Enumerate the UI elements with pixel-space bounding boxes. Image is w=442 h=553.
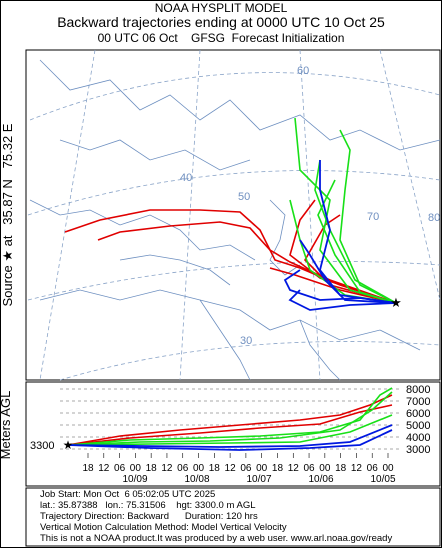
height-label: 6000 [406, 408, 430, 420]
hour-label: 06 [114, 463, 126, 474]
title-line: Backward trajectories ending at 0000 UTC… [57, 14, 385, 30]
height-label: 4000 [406, 432, 430, 444]
footer-line: lat.: 35.87388 lon.: 75.31506 hgt: 3300.… [40, 500, 256, 511]
date-label: 10/07 [246, 474, 271, 485]
grid-label: 80 [428, 212, 440, 224]
grid-label: 60 [297, 65, 309, 77]
profile-y-label: Meters AGL [0, 391, 13, 460]
date-label: 10/06 [308, 474, 333, 485]
trajectories [64, 117, 397, 311]
map-grid [27, 49, 441, 381]
hour-label: 00 [130, 463, 142, 474]
hour-label: 18 [146, 463, 158, 474]
profile-frame [25, 381, 441, 487]
hour-label: 06 [367, 463, 379, 474]
hour-label: 00 [193, 463, 205, 474]
hour-label: 06 [240, 463, 252, 474]
grid-label: 50 [238, 191, 250, 203]
hour-label: 06 [177, 463, 189, 474]
footer-line: This is not a NOAA product.It was produc… [40, 533, 392, 544]
hour-label: 12 [288, 463, 300, 474]
date-label: 10/08 [184, 474, 209, 485]
footer-frame [25, 487, 441, 547]
hour-label: 18 [82, 463, 94, 474]
grid-label: 30 [240, 335, 252, 347]
map-labels: 60 50 40 70 80 30 [180, 65, 440, 347]
height-label: 3000 [406, 444, 430, 456]
hour-label: 12 [161, 463, 173, 474]
start-height: 3300 [30, 440, 54, 452]
height-label: 5000 [406, 420, 430, 432]
height-label: 7000 [406, 396, 430, 408]
date-label: 10/09 [122, 474, 147, 485]
profile-lines [67, 387, 393, 451]
hour-label: 12 [225, 463, 237, 474]
footer-line: Trajectory Direction: Backward Duration:… [40, 511, 258, 522]
hour-label: 06 [303, 463, 315, 474]
profile-star: ★ [63, 438, 74, 452]
source-label: Source ★ at 35.87 N 75.32 E [0, 123, 15, 306]
footer: Job Start: Mon Oct 6 05:02:05 UTC 2025la… [40, 489, 392, 544]
hour-label: 18 [209, 463, 221, 474]
grid-label: 70 [367, 211, 379, 223]
hour-label: 18 [335, 463, 347, 474]
hour-label: 12 [351, 463, 363, 474]
title-line: NOAA HYSPLIT MODEL [155, 1, 288, 15]
footer-line: Job Start: Mon Oct 6 05:02:05 UTC 2025 [40, 489, 215, 500]
hour-label: 12 [98, 463, 110, 474]
grid-label: 40 [180, 172, 192, 184]
coastlines [29, 59, 441, 381]
footer-line: Vertical Motion Calculation Method: Mode… [40, 522, 287, 533]
source-star: ★ [390, 295, 402, 310]
hour-label: 00 [256, 463, 268, 474]
hour-label: 00 [319, 463, 331, 474]
date-label: 10/05 [370, 474, 395, 485]
title-line: 00 UTC 06 Oct GFSG Forecast Initializati… [98, 31, 345, 45]
hour-label: 00 [382, 463, 394, 474]
height-label: 8000 [406, 384, 430, 396]
hour-label: 18 [272, 463, 284, 474]
map-frame [25, 49, 441, 381]
